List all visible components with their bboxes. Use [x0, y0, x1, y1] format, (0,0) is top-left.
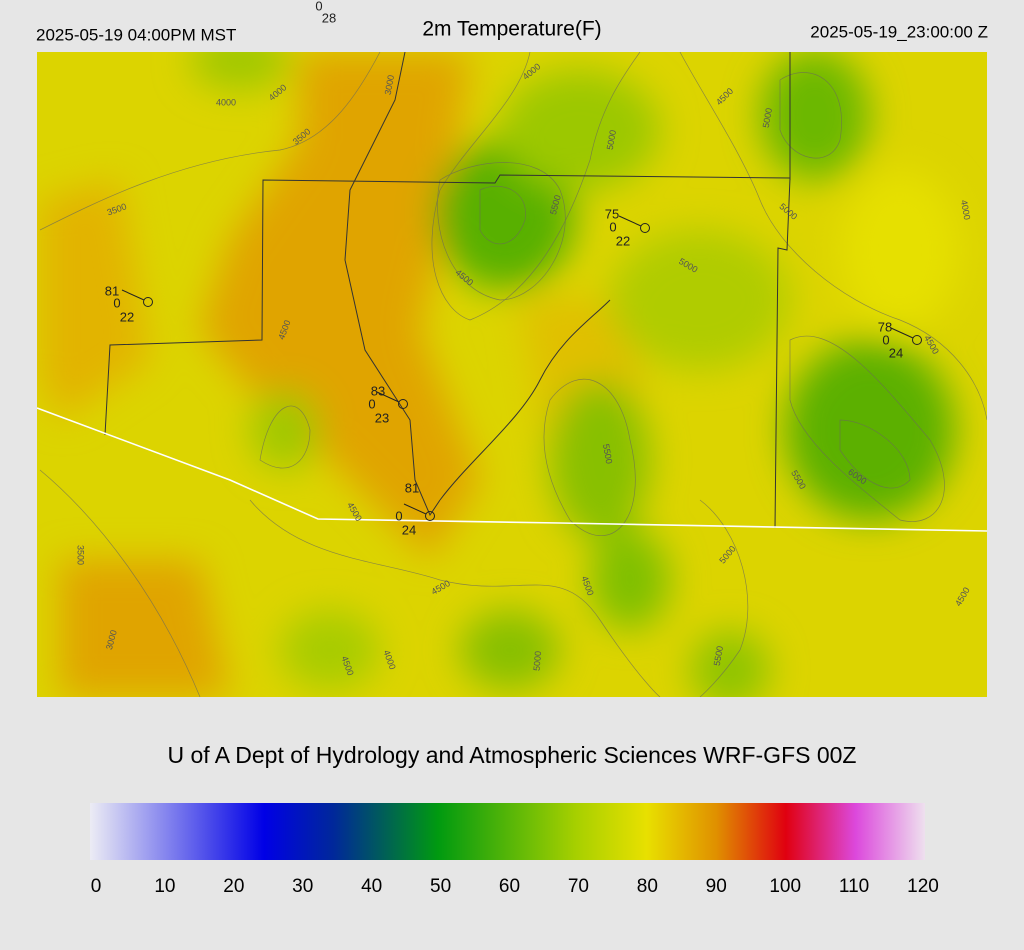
country-border	[37, 407, 987, 532]
map-title: 2m Temperature(F)	[422, 18, 601, 41]
colorbar-tick-label: 120	[907, 876, 939, 897]
state-borders	[104, 52, 791, 529]
station-wind: 0	[609, 219, 616, 234]
colorbar-tick-label: 50	[430, 876, 451, 897]
temperature-field	[40, 52, 960, 697]
station-barb	[890, 327, 914, 339]
station-dewpoint: 22	[120, 309, 134, 324]
colorbar-tick-label: 40	[361, 876, 382, 897]
station-wind: 0	[113, 295, 120, 310]
colorbar-tick-label: 110	[839, 876, 869, 897]
contour-label: 5000	[605, 129, 618, 150]
contour-label: 4000	[959, 199, 972, 220]
station-wind: 0	[395, 508, 402, 523]
station-marker	[912, 335, 922, 345]
station-dewpoint: 23	[375, 410, 389, 425]
contour-label: 5500	[712, 645, 725, 666]
station-wind: 0	[882, 332, 889, 347]
station-marker	[398, 399, 408, 409]
station-barb	[618, 215, 642, 227]
colorbar-tick-label: 70	[568, 876, 589, 897]
station-marker	[425, 511, 435, 521]
station-temperature: 83	[371, 383, 385, 398]
station-marker	[640, 223, 650, 233]
contour-label: 5000	[532, 651, 544, 672]
map	[37, 52, 987, 697]
station-marker	[143, 297, 153, 307]
station-temperature: 81	[105, 283, 119, 298]
colorbar	[90, 803, 925, 860]
colorbar-tick-label: 60	[499, 876, 520, 897]
station-barb	[121, 289, 145, 301]
contour-label: 3500	[76, 545, 86, 565]
colorbar-tick-label: 90	[706, 876, 727, 897]
colorbar-tick-label: 20	[223, 876, 244, 897]
credit: U of A Dept of Hydrology and Atmospheric…	[167, 742, 856, 768]
valid-time: 2025-05-19_23:00:00 Z	[810, 22, 988, 41]
station-dewpoint: 22	[616, 233, 630, 248]
colorbar-tick-label: 100	[769, 876, 801, 897]
station-temperature: 75	[605, 206, 619, 221]
colorbar-tick-label: 30	[292, 876, 313, 897]
contour-label: 5500	[601, 443, 614, 464]
contour-label: 4000	[216, 97, 236, 107]
station-wind: 0	[368, 396, 375, 411]
colorbar-tick-label: 80	[637, 876, 658, 897]
station-dewpoint: 24	[402, 522, 416, 537]
station-temperature: 81	[405, 480, 419, 495]
colorbar-tick-label: 0	[91, 876, 102, 897]
station-barb	[376, 391, 400, 403]
station-dewpoint: 28	[322, 10, 336, 25]
local-time: 2025-05-19 04:00PM MST	[36, 25, 236, 44]
station-barb	[403, 503, 427, 515]
contour-label: 3000	[383, 74, 396, 95]
colorbar-tick-label: 10	[154, 876, 175, 897]
station-wind: 0	[315, 0, 322, 13]
station-dewpoint: 24	[889, 345, 903, 360]
contour-lines	[39, 52, 987, 697]
contour-label: 5000	[761, 107, 774, 128]
station-temperature: 78	[878, 319, 892, 334]
